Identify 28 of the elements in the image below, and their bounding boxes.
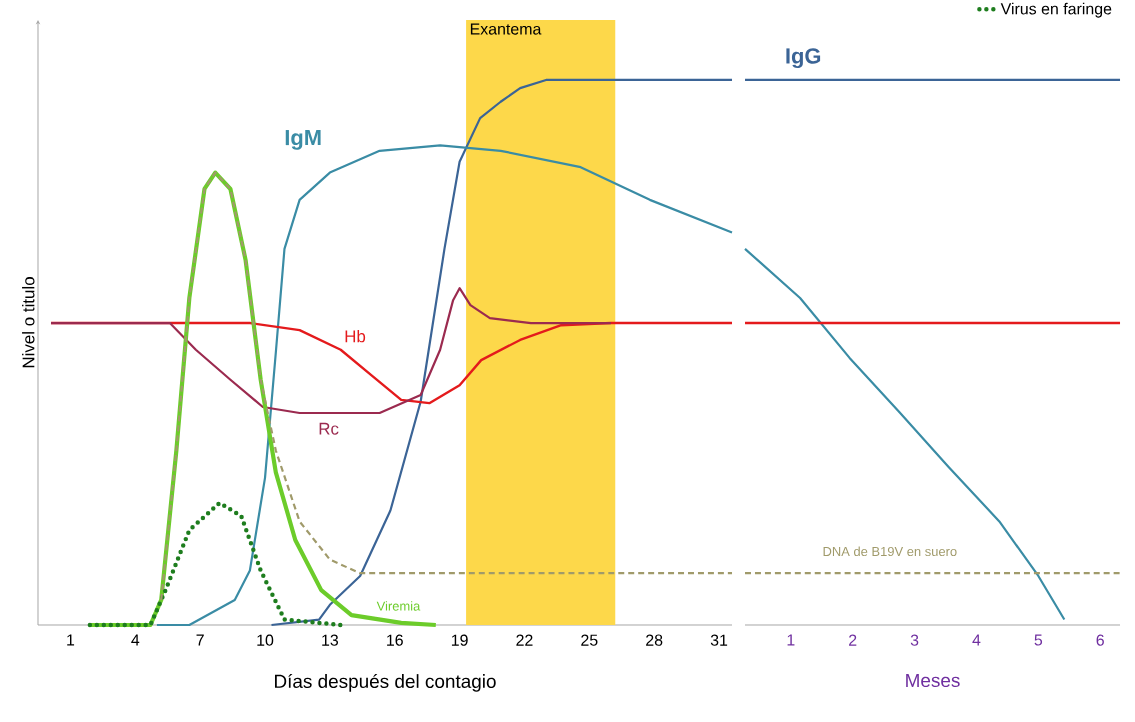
series-label: IgM (285, 130, 321, 150)
x-tick-label: 25 (581, 634, 598, 646)
legend-label: Virus en faringe (1000, 2, 1112, 18)
x-tick-label: 6 (1096, 634, 1104, 646)
x-tick-label: 2 (849, 634, 857, 646)
y-axis-title: Nivel o titulo (22, 277, 35, 368)
x-tick-label: 10 (257, 634, 274, 646)
x-tick-label: 28 (646, 634, 663, 646)
x-tick-label: 31 (710, 634, 728, 646)
x-tick-label: 19 (451, 634, 468, 646)
x-tick-label: 3 (910, 634, 919, 646)
x-tick-label: 5 (1034, 634, 1043, 646)
series-label: Hb (345, 329, 366, 343)
x-tick-label: 1 (787, 634, 795, 646)
x-tick-label: 4 (972, 634, 981, 646)
series-label: Rc (319, 422, 339, 435)
x-axis-title: Meses (906, 673, 960, 688)
x-tick-label: 1 (67, 634, 75, 646)
x-tick-label: 7 (196, 634, 204, 646)
text: IgG (786, 48, 821, 69)
x-tick-label: 4 (131, 634, 140, 646)
text: DNA de B19V en suero (823, 546, 957, 557)
series-label: Viremia (376, 601, 421, 611)
band-label: Exantema (470, 23, 542, 35)
x-tick-label: 16 (387, 634, 403, 646)
x-tick-label: 22 (516, 634, 533, 646)
x-axis-title: Días después del contagio (275, 673, 496, 692)
x-tick-label: 13 (322, 634, 339, 646)
